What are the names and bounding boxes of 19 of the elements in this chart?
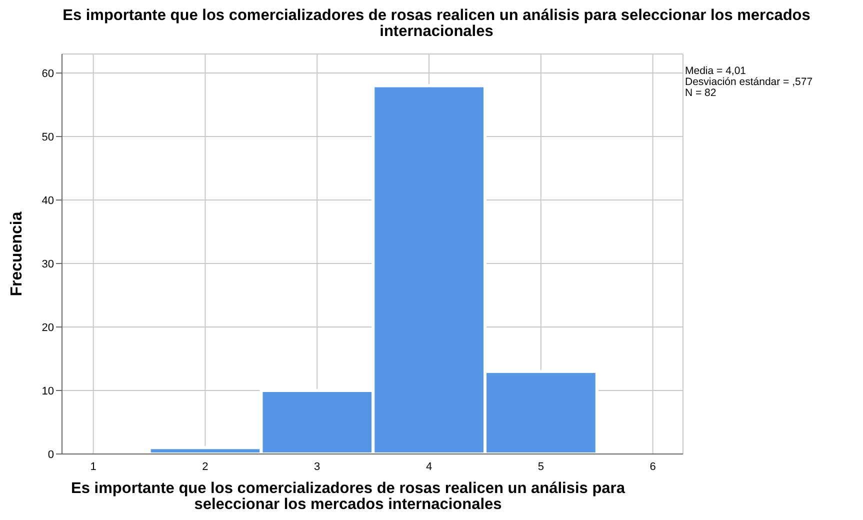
x-tick-label: 1: [90, 460, 96, 473]
y-tick-label: 60: [42, 68, 54, 80]
x-tick-label: 6: [650, 460, 656, 473]
y-tick-label: 20: [42, 322, 54, 334]
x-axis-title: Es importante que los comercializadores de rosas realicen un análisis para seleccionar los mercados internacionales: [70, 480, 626, 513]
y-axis-title: Frecuencia: [8, 212, 26, 296]
y-tick-label: 0: [48, 448, 54, 461]
x-tick-label: 5: [538, 460, 544, 473]
text: Media = 4,01: [685, 65, 748, 77]
text: Desviación estándar = ,577: [685, 76, 813, 88]
y-tick-label: 30: [42, 258, 54, 270]
y-tick-label: 50: [42, 131, 54, 144]
text: N = 82: [685, 87, 718, 99]
chart-title: Es importante que los comercializadores de rosas realicen un análisis para seleccionar los mercados internacionales: [62, 7, 812, 42]
x-tick-label: 2: [202, 460, 208, 473]
x-tick-label: 3: [314, 460, 320, 473]
y-tick-label: 10: [42, 385, 54, 398]
x-tick-label: 4: [426, 460, 432, 473]
y-tick-label: 40: [42, 194, 54, 207]
